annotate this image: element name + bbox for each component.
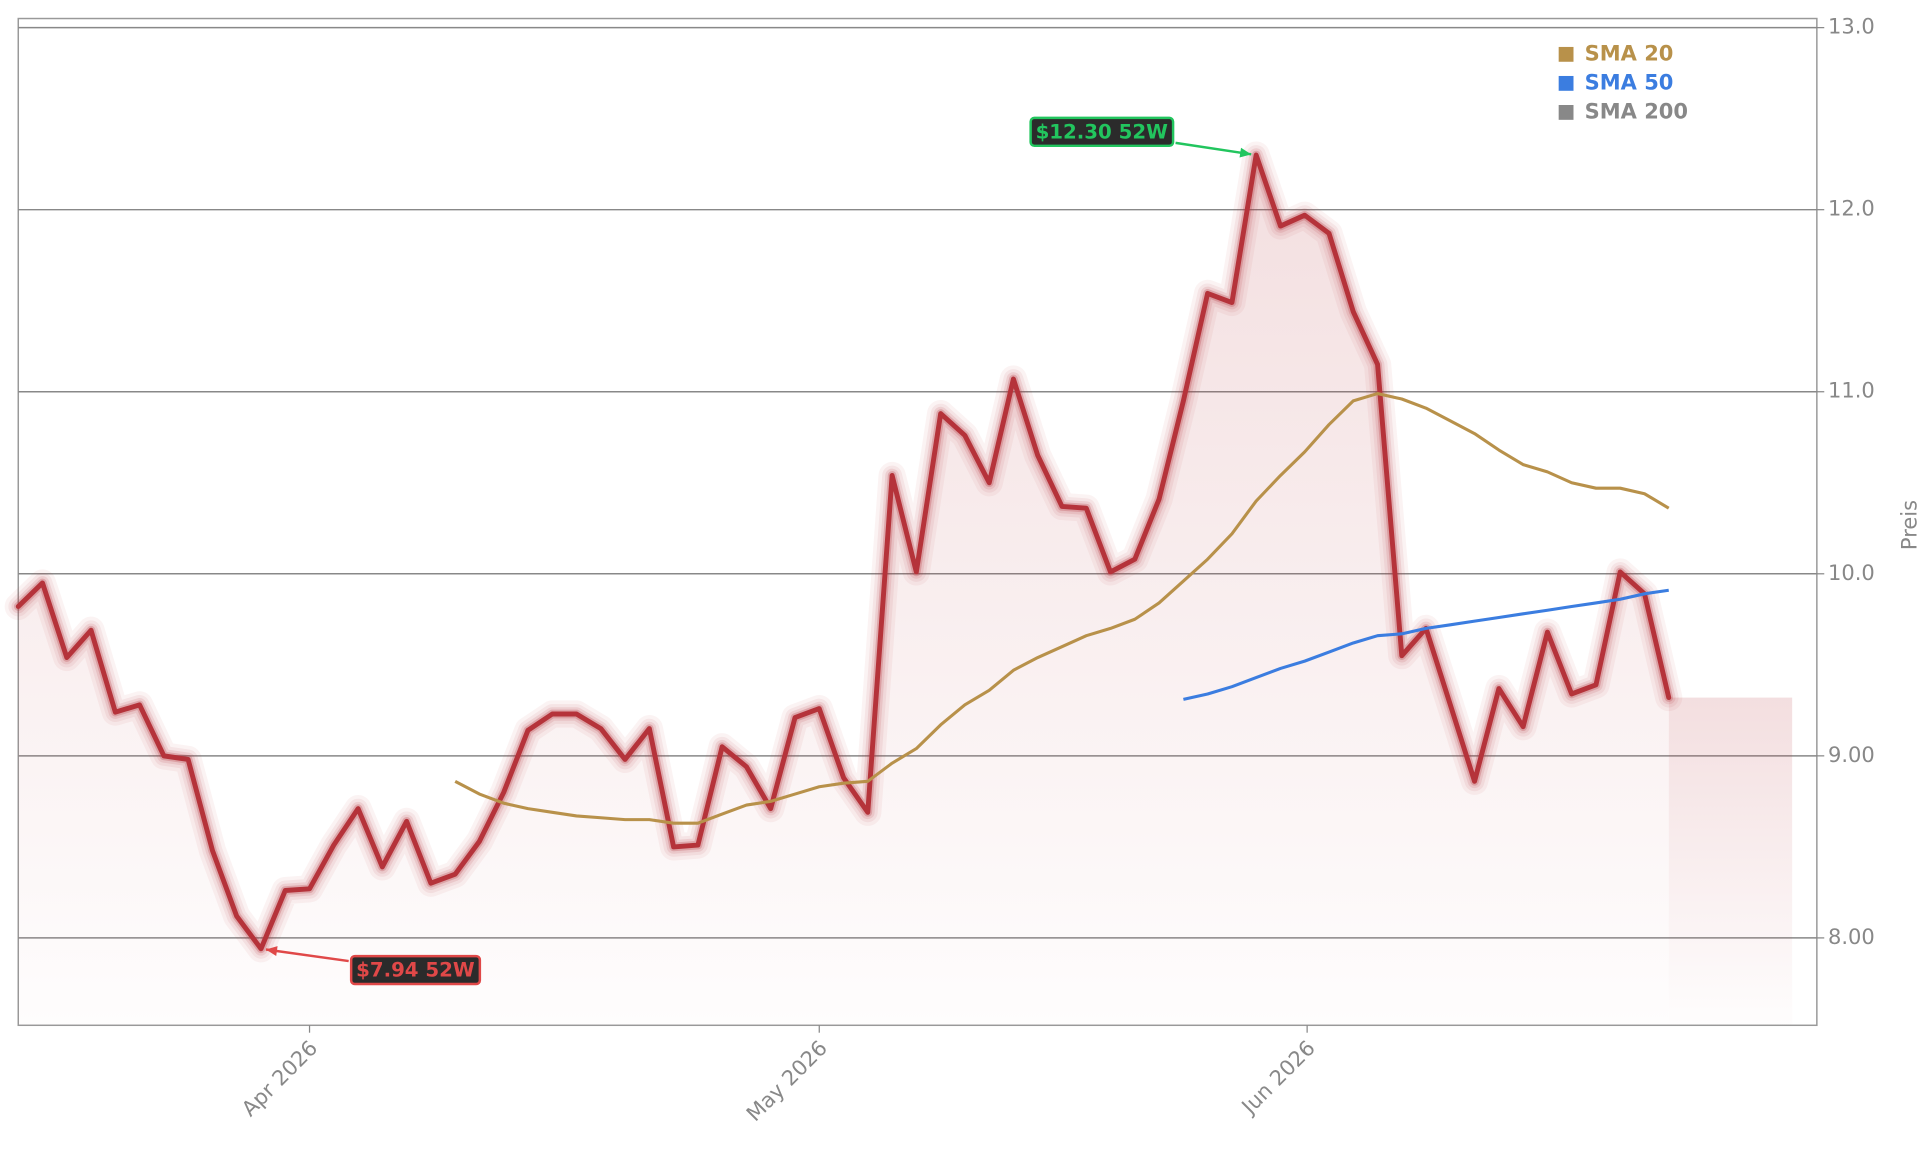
price-area-extension	[1668, 697, 1793, 1026]
annotation-arrow	[265, 948, 349, 963]
legend-label: SMA 50	[1585, 70, 1674, 94]
sma-line	[1183, 588, 1669, 701]
annotation-arrowhead	[1239, 147, 1252, 158]
annotation-label: $7.94 52W	[356, 959, 475, 982]
price-area	[18, 155, 1669, 1026]
y-tick-label: 11.0	[1828, 379, 1875, 403]
legend-swatch	[1558, 105, 1574, 120]
legend-label: SMA 200	[1585, 99, 1688, 123]
y-axis-label: Preis	[1898, 500, 1922, 550]
price-line	[15, 152, 1672, 952]
y-tick-label: 9.00	[1828, 743, 1875, 767]
sma-line	[454, 392, 1670, 825]
annotation-box	[349, 954, 482, 986]
y-tick-label: 8.00	[1828, 925, 1875, 949]
x-tick-label: May 2026	[742, 1036, 832, 1126]
annotation-arrowhead	[265, 946, 278, 956]
x-tick-label: Jun 2026	[1236, 1036, 1320, 1120]
legend-swatch	[1558, 75, 1574, 91]
annotation: $7.94 52W	[265, 946, 482, 986]
legend-swatch	[1558, 46, 1574, 62]
annotation-arrow	[1175, 141, 1252, 156]
annotation-label: $12.30 52W	[1036, 120, 1169, 143]
y-tick-label: 10.0	[1828, 561, 1875, 585]
y-tick-label: 12.0	[1828, 197, 1875, 221]
x-tick-label: Apr 2026	[237, 1036, 322, 1121]
y-tick-label: 13.0	[1828, 15, 1875, 39]
annotation: $12.30 52W	[1029, 116, 1252, 158]
legend-label: SMA 20	[1585, 41, 1674, 65]
annotation-box	[1029, 116, 1175, 148]
